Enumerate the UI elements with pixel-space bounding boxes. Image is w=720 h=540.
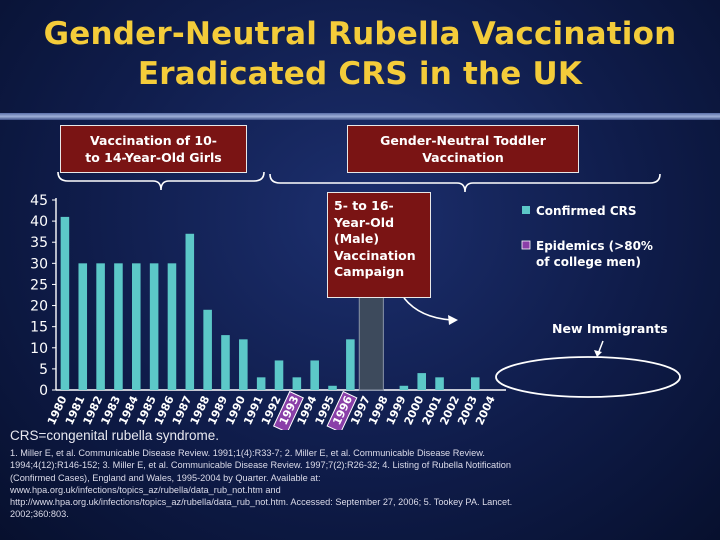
campaign-arrow-line [403, 297, 453, 321]
y-tick-label: 0 [39, 383, 48, 399]
y-tick-label: 30 [30, 256, 48, 272]
y-tick-label: 10 [30, 341, 48, 357]
title-divider [0, 113, 720, 120]
legend-label-epidemics-line-1: Epidemics (>80% [536, 239, 653, 253]
bar-2003 [470, 377, 480, 390]
epidemic-year-marker-1993 [272, 390, 304, 430]
phase-box-male-line-5: Campaign [334, 264, 405, 279]
reference-line: 2002;360:803. [10, 509, 69, 520]
y-tick-label: 45 [30, 193, 48, 209]
bar-1990 [239, 339, 248, 390]
reference-line: (Confirmed Cases), England and Wales, 19… [10, 472, 321, 483]
reference-line: 1. Miller E, et al. Communicable Disease… [10, 448, 485, 458]
reference-line: 1994;4(12):R146-152; 3. Miller E, et al.… [10, 460, 511, 471]
bar-1985 [149, 263, 159, 390]
new-immigrants-ellipse [495, 356, 681, 398]
bar-1981 [78, 263, 88, 390]
bar-1988 [203, 309, 212, 390]
bar-1987 [185, 233, 195, 390]
legend-swatch-epidemics [521, 240, 531, 250]
crs-definition: CRS=congenital rubella syndrome. [10, 428, 219, 443]
y-tick-label: 35 [30, 235, 48, 251]
annotation-arrowhead [594, 350, 602, 357]
brace-toddler-period [269, 173, 661, 193]
bar-1996 [346, 339, 355, 390]
bar-1984 [131, 263, 141, 390]
phase-box-girls-vaccination: Vaccination of 10- to 14-Year-Old Girls [60, 125, 247, 173]
bar-1999 [399, 385, 409, 390]
bar-1980 [60, 216, 70, 390]
phase-box-male-line-1: 5- to 16- [334, 198, 394, 213]
crs-bar-chart: 0510152025303540451980198119821983198419… [30, 171, 681, 430]
phase-box-girls-line-1: Vaccination of 10- [90, 133, 217, 148]
epidemic-highlight-box [326, 390, 358, 430]
epidemic-highlight-box [272, 390, 304, 430]
bar-1989 [221, 335, 230, 390]
campaign-arrowhead [448, 315, 458, 325]
phase-box-toddler-vaccination: Gender-Neutral Toddler Vaccination [347, 125, 579, 173]
bar-1991 [256, 377, 266, 390]
bar-1992 [274, 360, 284, 390]
slide-title: Gender-Neutral Rubella Vaccination Eradi… [0, 14, 720, 94]
bar-2001 [435, 377, 444, 390]
bar-1993 [292, 377, 302, 390]
reference-line: www.hpa.org.uk/infections/topics_az/rube… [10, 484, 281, 495]
title-line-2: Eradicated CRS in the UK [137, 56, 583, 92]
legend-label-epidemics-line-2: of college men) [536, 255, 641, 269]
phase-box-male-line-2: Year-Old [334, 214, 395, 230]
footnotes: CRS=congenital rubella syndrome. 1. Mill… [10, 428, 710, 521]
phase-box-male-line-3: (Male) [334, 231, 380, 246]
bar-1986 [167, 263, 177, 390]
y-tick-label: 25 [30, 277, 48, 293]
phase-box-toddler-line-1: Gender-Neutral Toddler [380, 133, 546, 148]
phase-box-toddler-line-2: Vaccination [422, 150, 504, 165]
bar-1995 [328, 385, 337, 390]
y-tick-label: 20 [30, 299, 48, 315]
legend-label-confirmed-crs: Confirmed CRS [536, 204, 637, 218]
brace-girls-period [57, 171, 265, 191]
bar-2000 [417, 373, 427, 390]
legend-swatch-confirmed-crs [522, 206, 530, 214]
bar-1982 [96, 263, 105, 390]
phase-box-girls-line-2: to 14-Year-Old Girls [85, 150, 222, 165]
phase-box-male-line-4: Vaccination [334, 247, 416, 263]
y-tick-label: 5 [39, 362, 48, 378]
phase-box-male-campaign: 5- to 16- Year-Old (Male) Vaccination Ca… [327, 192, 431, 298]
epidemic-year-marker-1996 [326, 390, 358, 430]
reference-line: http://www.hpa.org.uk/infections/topics_… [10, 497, 513, 508]
bar-1994 [310, 360, 319, 390]
annotation-new-immigrants: New Immigrants [552, 321, 668, 336]
y-tick-label: 15 [30, 320, 48, 336]
y-tick-label: 40 [30, 214, 48, 230]
title-line-1: Gender-Neutral Rubella Vaccination [43, 16, 677, 52]
references: 1. Miller E, et al. Communicable Disease… [10, 447, 710, 521]
bar-1983 [114, 263, 123, 390]
